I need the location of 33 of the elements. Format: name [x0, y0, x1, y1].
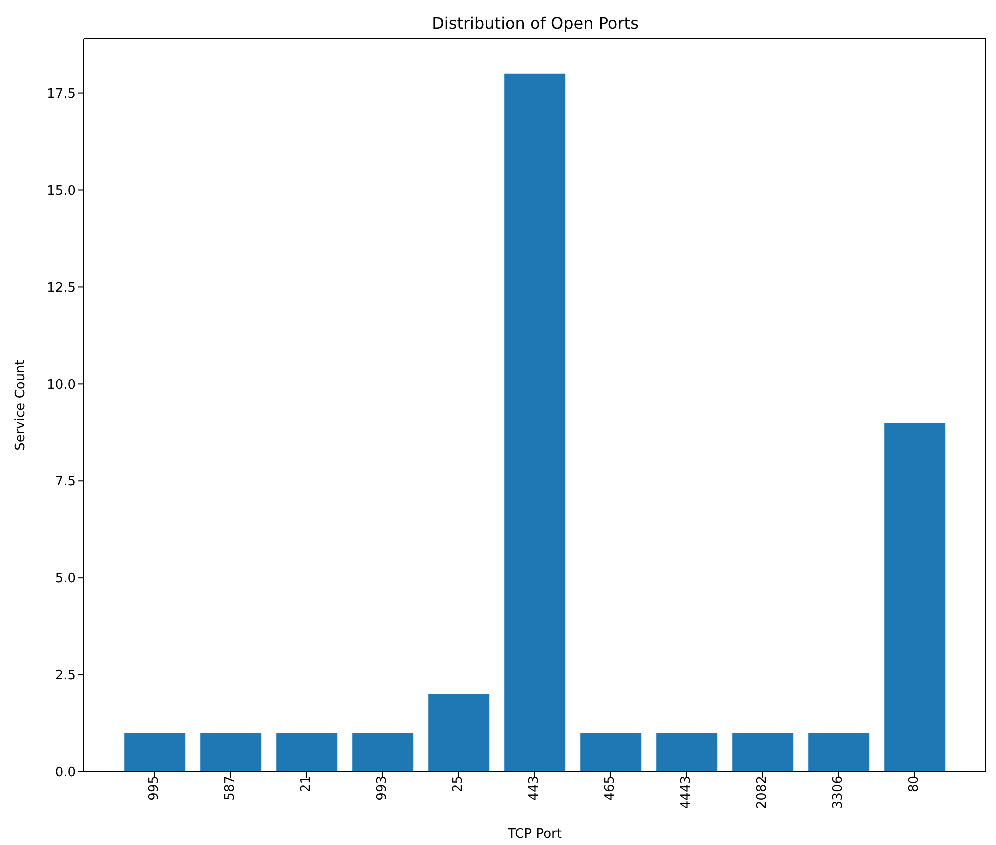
y-axis-title: Service Count [14, 360, 29, 451]
x-tick-label: 80 [907, 776, 922, 793]
bar [200, 733, 262, 772]
x-tick-label: 21 [299, 776, 314, 793]
y-tick-label: 10.0 [47, 378, 76, 393]
x-tick-label: 4443 [679, 776, 694, 810]
x-tick-label: 995 [147, 776, 162, 801]
x-tick-label: 2082 [755, 776, 770, 810]
bar [352, 733, 414, 772]
y-tick-label: 5.0 [55, 572, 76, 587]
bar [884, 422, 946, 772]
x-tick-label: 587 [223, 776, 238, 801]
y-tick-label: 17.5 [47, 86, 76, 102]
bar [504, 74, 566, 772]
y-tick-label: 15.0 [47, 184, 76, 199]
bar [580, 733, 642, 772]
x-tick-label: 993 [375, 776, 390, 801]
x-tick-label: 3306 [831, 776, 846, 810]
y-tick-label: 12.5 [47, 280, 76, 296]
y-tick-label: 7.5 [55, 474, 76, 490]
x-tick-label: 25 [451, 776, 466, 793]
y-tick-label: 0.0 [55, 766, 76, 781]
x-tick-label: 443 [527, 776, 542, 801]
bar [276, 733, 338, 772]
x-tick-label: 465 [603, 776, 618, 801]
y-tick-label: 2.5 [55, 668, 76, 684]
bar [124, 733, 186, 772]
bar [732, 733, 794, 772]
chart-title: Distribution of Open Ports [431, 14, 640, 33]
bar [808, 733, 870, 772]
bar [656, 733, 718, 772]
bar [428, 694, 490, 772]
x-axis-title: TCP Port [507, 827, 562, 842]
